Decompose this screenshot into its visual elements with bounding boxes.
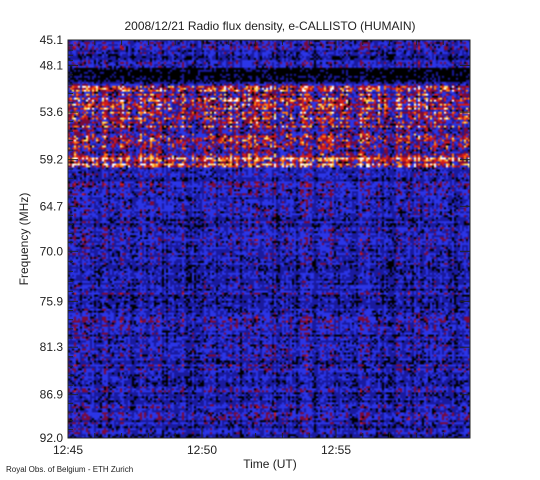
- x-axis: 12:45 12:50 12:55: [53, 40, 444, 457]
- y-tick-label: 59.2: [40, 153, 64, 167]
- x-tick-label: 12:45: [53, 443, 83, 457]
- y-axis-label: Frequency (MHz): [17, 193, 31, 286]
- y-tick-label: 70.0: [40, 244, 64, 258]
- y-tick-label: 48.1: [40, 58, 64, 72]
- y-tick-label: 64.7: [40, 199, 64, 213]
- chart-title: 2008/12/21 Radio flux density, e-CALLIST…: [124, 19, 415, 33]
- plot-frame: [67, 39, 471, 439]
- y-tick-label: 92.0: [40, 431, 64, 445]
- x-axis-label: Time (UT): [243, 457, 297, 471]
- y-axis: 45.1 48.1 53.6 59.2 64.7 70.0 75.9 81.3 86.9 92.0: [40, 33, 470, 445]
- y-tick-label: 53.6: [40, 105, 64, 119]
- y-tick-label: 45.1: [40, 33, 64, 47]
- x-tick-label: 12:55: [321, 443, 351, 457]
- y-tick-label: 81.3: [40, 340, 64, 354]
- y-tick-label: 86.9: [40, 388, 64, 402]
- y-tick-label: 75.9: [40, 294, 64, 308]
- heatmap-raster: [68, 40, 470, 438]
- heatmap-image: [68, 40, 470, 438]
- credit-text: Royal Obs. of Belgium - ETH Zurich: [6, 465, 134, 474]
- x-tick-label: 12:50: [187, 443, 217, 457]
